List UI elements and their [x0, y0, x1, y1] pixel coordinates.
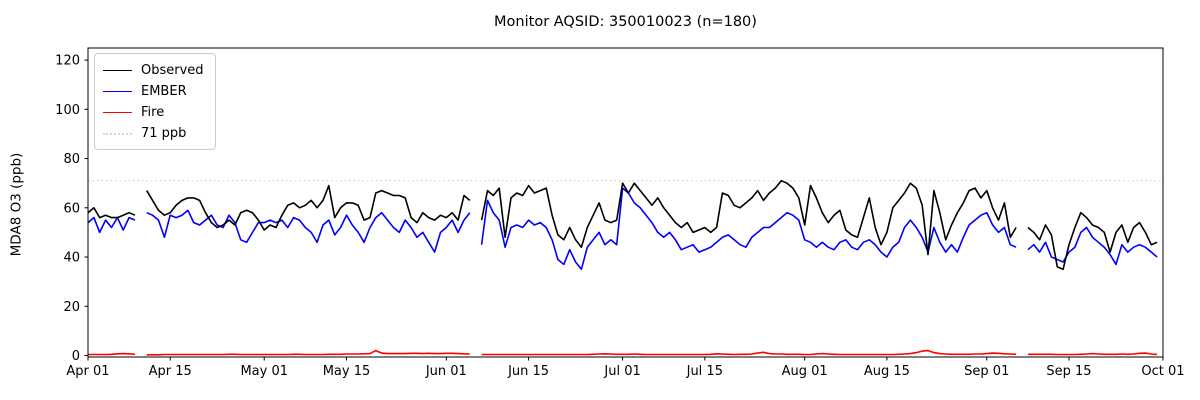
- y-tick-label: 100: [55, 103, 80, 118]
- x-tick-label: Jul 01: [603, 364, 640, 379]
- ember-line: [146, 209, 471, 253]
- legend-label-ember: EMBER: [141, 84, 187, 99]
- legend-label-fire: Fire: [141, 105, 165, 120]
- x-tick-label: May 15: [323, 364, 371, 379]
- fire-line: [88, 352, 136, 356]
- observed-line: [1027, 211, 1158, 271]
- x-tick-label: Aug 01: [782, 364, 828, 379]
- legend-swatch-ember-line-icon: [103, 91, 132, 92]
- legend-item-ember: EMBER: [103, 81, 207, 102]
- x-tick-label: Apr 15: [149, 364, 192, 379]
- chart-title: Monitor AQSID: 350010023 (n=180): [494, 14, 757, 30]
- observed-line: [87, 207, 136, 219]
- y-tick-label: 20: [63, 300, 80, 315]
- fire-line: [1027, 352, 1158, 356]
- legend-swatch-threshold-line-icon: [103, 132, 132, 135]
- plot-frame: [87, 47, 1164, 358]
- observed-line: [480, 179, 1017, 256]
- legend-item-threshold: 71 ppb: [103, 123, 207, 144]
- fire-line: [481, 349, 1017, 356]
- legend-label-observed: Observed: [141, 63, 204, 78]
- legend-swatch-observed-line-icon: [103, 70, 132, 71]
- x-tick-label: Jun 01: [425, 364, 467, 379]
- y-tick-label: 80: [63, 152, 80, 167]
- y-tick-label: 60: [63, 201, 80, 216]
- ember-line: [87, 216, 136, 234]
- observed-line: [146, 184, 471, 231]
- legend-item-observed: Observed: [103, 60, 207, 81]
- x-tick-label: Oct 01: [1141, 364, 1184, 379]
- legend-label-threshold: 71 ppb: [141, 126, 187, 141]
- legend-item-fire: Fire: [103, 102, 207, 123]
- legend-swatch-fire-line-icon: [103, 112, 132, 113]
- legend: Observed EMBER Fire 71 ppb: [94, 53, 216, 150]
- x-tick-label: Jul 15: [686, 364, 723, 379]
- ember-line: [1027, 226, 1158, 266]
- fire-line: [146, 349, 470, 356]
- x-tick-label: May 01: [240, 364, 288, 379]
- x-tick-label: Aug 15: [864, 364, 910, 379]
- y-tick-label: 0: [72, 349, 80, 364]
- x-tick-label: Sep 01: [964, 364, 1009, 379]
- x-tick-label: Apr 01: [66, 364, 109, 379]
- y-tick-label: 40: [63, 251, 80, 266]
- x-tick-label: Sep 15: [1046, 364, 1091, 379]
- x-tick-label: Jun 15: [507, 364, 549, 379]
- y-tick-label: 120: [55, 54, 80, 69]
